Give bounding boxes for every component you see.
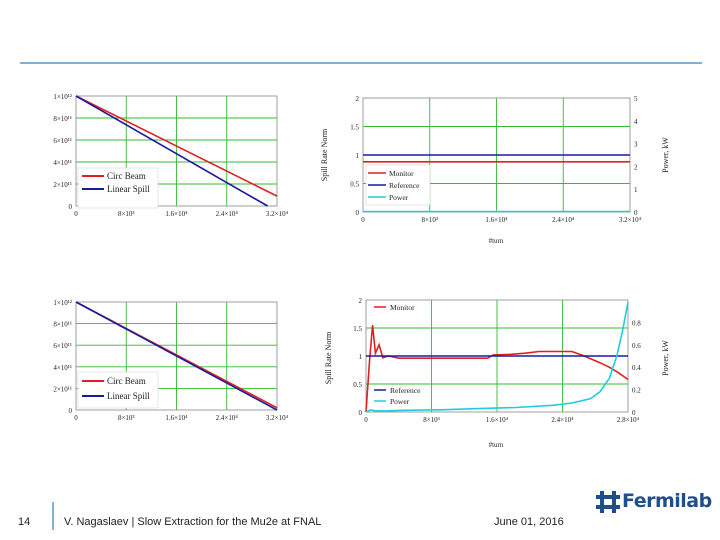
chart2-y2-tick-label: 5 <box>634 95 638 103</box>
footer-date: June 01, 2016 <box>494 516 564 528</box>
chart3-series-linear-spill <box>75 301 278 411</box>
chart4-x-tick-label: 1.6×10⁴ <box>486 416 509 424</box>
chart4-legend-monitor: Monitor <box>390 303 415 312</box>
chart4: 0 0.5 1 1.5 2 0 0.2 0.4 0.6 0.8 0 8×10³ 1.6×10⁴ 2.4… <box>324 297 670 449</box>
chart3-y-tick-label: 6×10¹¹ <box>53 342 72 350</box>
chart2-y2-tick-label: 1 <box>634 186 638 194</box>
chart3-x-tick-label: 0 <box>74 414 78 422</box>
chart2-x-tick-label: 2.4×10⁴ <box>552 216 575 224</box>
chart2-legend-power: Power <box>389 193 409 202</box>
chart3-y-tick-label: 8×10¹¹ <box>53 321 72 329</box>
chart1-y-tick-label: 0 <box>69 203 73 211</box>
chart3-legend: Circ Beam Linear Spill <box>77 371 159 409</box>
chart2-y-tick-label: 2 <box>356 95 360 103</box>
chart4-legend: Monitor Reference Power <box>374 303 421 406</box>
chart1-y-tick-label: 8×10¹¹ <box>53 115 72 123</box>
chart4-legend-power: Power <box>390 397 410 406</box>
chart2-y-tick-label: 1.5 <box>350 124 359 132</box>
chart1-y-tick-label: 4×10¹¹ <box>53 159 72 167</box>
chart2-y2-tick-label: 3 <box>634 141 638 149</box>
chart4-y2-tick-label: 0.8 <box>632 319 641 327</box>
chart1-y-tick-label: 2×10¹¹ <box>53 181 72 189</box>
chart2-y2-tick-label: 0 <box>634 209 638 217</box>
chart3-y-tick-label: 1×10¹² <box>53 299 72 307</box>
chart4-series-monitor <box>365 325 629 413</box>
chart2-y-tick-label: 0 <box>356 209 360 217</box>
chart3-x-tick-label: 1.6×10⁴ <box>165 414 188 422</box>
chart3-x-tick-label: 3.2×10⁴ <box>266 414 289 422</box>
chart2-legend-reference: Reference <box>389 181 420 190</box>
chart4-y2label: Power, kW <box>661 340 670 376</box>
chart1-legend-circ: Circ Beam <box>107 171 146 181</box>
chart2-y2-tick-label: 4 <box>634 118 638 126</box>
chart3-frame <box>75 301 278 411</box>
chart3-x-tick-label: 2.4×10⁴ <box>216 414 239 422</box>
footer-title: V. Nagaslaev | Slow Extraction for the M… <box>64 516 322 528</box>
chart1-series-circ-beam <box>75 95 278 197</box>
chart4-series-power <box>365 302 629 413</box>
chart2-legend: Monitor Reference Power <box>365 164 431 206</box>
chart2-x-tick-label: 0 <box>361 216 365 224</box>
chart1-legend: Circ Beam Linear Spill <box>77 167 159 209</box>
chart4-y2-tick-label: 0.4 <box>632 364 641 372</box>
chart2-x-tick-label: 3.2×10⁴ <box>619 216 642 224</box>
chart3-x-tick-label: 8×10³ <box>118 414 135 422</box>
chart1-legend-linear: Linear Spill <box>107 184 150 194</box>
chart2: 0 0.5 1 1.5 2 0 1 2 3 4 5 0 8×10³ 1.6×10⁴ 2.4×10⁴ 3.2… <box>320 95 670 245</box>
chart3-y-tick-label: 0 <box>69 407 73 415</box>
chart1: 0 2×10¹¹ 4×10¹¹ 6×10¹¹ 8×10¹¹ 1×10¹² 0 8×10³ 1.… <box>53 93 288 218</box>
chart4-y-tick-label: 1 <box>359 353 363 361</box>
chart4-y-tick-label: 2 <box>359 297 363 305</box>
chart3-y-tick-label: 4×10¹¹ <box>53 364 72 372</box>
chart2-ylabel: Spill Rate Norm <box>320 128 329 181</box>
chart4-y-tick-label: 1.5 <box>353 325 362 333</box>
chart4-y-tick-label: 0 <box>359 409 363 417</box>
chart1-x-tick-label: 0 <box>74 210 78 218</box>
fermilab-logo-text: Fermilab <box>622 490 712 512</box>
chart1-x-tick-label: 1.6×10⁴ <box>165 210 188 218</box>
chart2-y2label: Power, kW <box>661 137 670 173</box>
chart1-y-tick-label: 1×10¹² <box>53 93 72 101</box>
chart3-y-tick-label: 2×10¹¹ <box>53 385 72 393</box>
chart2-x-tick-label: 8×10³ <box>421 216 438 224</box>
footer: 14 V. Nagaslaev | Slow Extraction for th… <box>0 490 720 540</box>
chart4-y2-tick-label: 0.6 <box>632 342 641 350</box>
chart2-y-tick-label: 1 <box>356 152 360 160</box>
chart4-ylabel: Spill Rate Norm <box>324 331 333 384</box>
chart1-x-tick-label: 8×10³ <box>118 210 135 218</box>
chart1-series-linear-spill <box>75 95 268 207</box>
chart4-x-tick-label: 2.8×10⁴ <box>617 416 640 424</box>
chart1-x-tick-label: 2.4×10⁴ <box>216 210 239 218</box>
chart2-xlabel: #turn <box>489 237 504 245</box>
chart4-xlabel: #turn <box>489 441 504 449</box>
chart3: 0 2×10¹¹ 4×10¹¹ 6×10¹¹ 8×10¹¹ 1×10¹² 0 8×10³ 1.… <box>53 299 288 422</box>
chart2-y-tick-label: 0.5 <box>350 181 359 189</box>
top-rule <box>20 62 702 64</box>
chart4-x-tick-label: 0 <box>364 416 368 424</box>
chart4-y2-tick-label: 0 <box>632 409 636 417</box>
chart4-x-tick-label: 8×10³ <box>423 416 440 424</box>
chart3-legend-circ: Circ Beam <box>107 376 146 386</box>
chart4-y-tick-label: 0.5 <box>353 381 362 389</box>
fermilab-logo-icon <box>596 491 620 513</box>
chart4-legend-reference: Reference <box>390 386 421 395</box>
page-number: 14 <box>18 516 31 528</box>
chart-area: 0 2×10¹¹ 4×10¹¹ 6×10¹¹ 8×10¹¹ 1×10¹² 0 8×10³ 1.… <box>53 93 670 449</box>
chart1-x-tick-label: 3.2×10⁴ <box>266 210 289 218</box>
chart1-y-tick-label: 6×10¹¹ <box>53 137 72 145</box>
chart2-legend-monitor: Monitor <box>389 169 414 178</box>
chart4-y2-tick-label: 0.2 <box>632 387 641 395</box>
chart2-x-tick-label: 1.6×10⁴ <box>485 216 508 224</box>
chart3-legend-box <box>77 371 159 409</box>
chart4-x-tick-label: 2.4×10⁴ <box>551 416 574 424</box>
chart3-legend-linear: Linear Spill <box>107 391 150 401</box>
chart2-y2-tick-label: 2 <box>634 163 638 171</box>
chart1-frame <box>75 95 278 207</box>
footer-divider <box>52 502 54 530</box>
